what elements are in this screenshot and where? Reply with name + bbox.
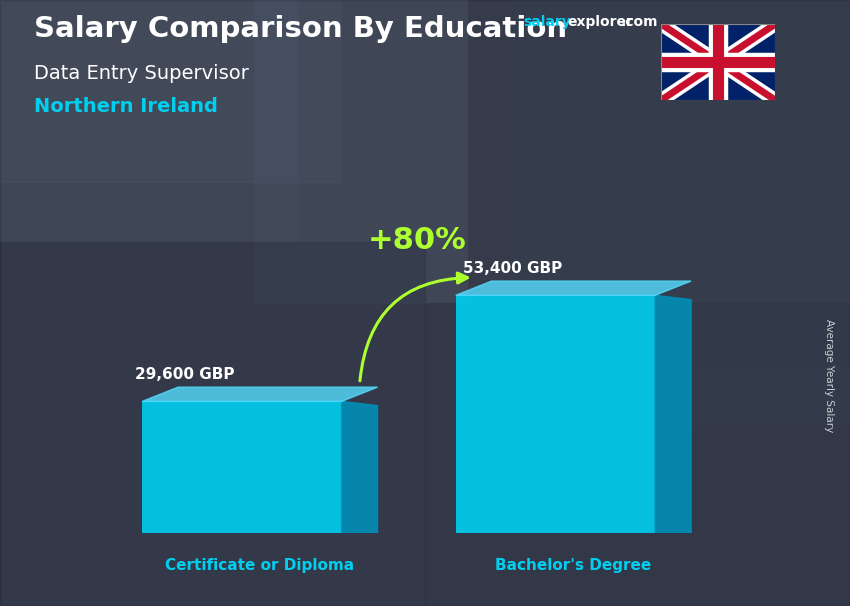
Bar: [510, 0, 850, 424]
Bar: [425, 303, 850, 606]
Polygon shape: [342, 401, 377, 533]
Bar: [456, 295, 655, 533]
Text: .com: .com: [620, 15, 658, 29]
Text: Bachelor's Degree: Bachelor's Degree: [496, 558, 651, 573]
Text: 29,600 GBP: 29,600 GBP: [135, 367, 235, 382]
Text: Salary Comparison By Education: Salary Comparison By Education: [34, 15, 567, 43]
Polygon shape: [456, 281, 691, 295]
Bar: [255, 0, 468, 303]
Bar: [0, 242, 425, 606]
Bar: [0, 0, 340, 182]
Bar: [0, 0, 298, 242]
Text: +80%: +80%: [367, 227, 466, 256]
Text: Data Entry Supervisor: Data Entry Supervisor: [34, 64, 249, 82]
Text: Certificate or Diploma: Certificate or Diploma: [166, 558, 354, 573]
Text: Northern Ireland: Northern Ireland: [34, 97, 218, 116]
Text: salary: salary: [523, 15, 570, 29]
Polygon shape: [655, 295, 691, 533]
Text: Average Yearly Salary: Average Yearly Salary: [824, 319, 834, 432]
Text: explorer: explorer: [567, 15, 632, 29]
Polygon shape: [142, 387, 377, 401]
Bar: [468, 0, 850, 364]
Text: 53,400 GBP: 53,400 GBP: [462, 261, 562, 276]
Bar: [142, 401, 342, 533]
